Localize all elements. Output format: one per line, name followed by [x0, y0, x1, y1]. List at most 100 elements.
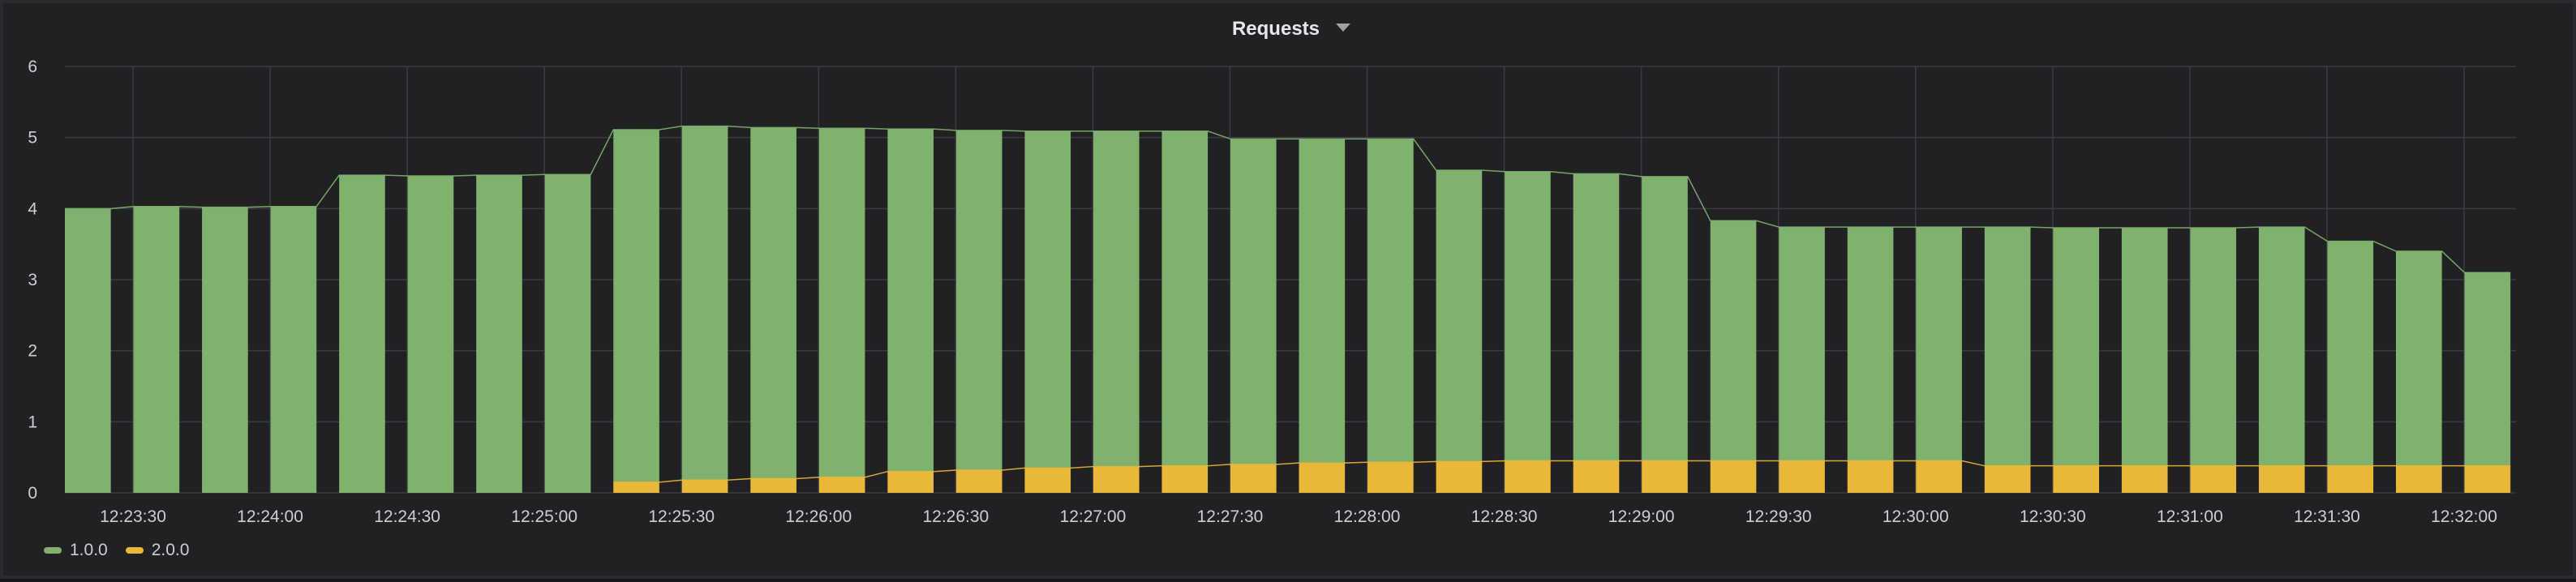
x-tick-label: 12:26:30 [922, 507, 989, 526]
bar-2-0-0 [613, 481, 659, 493]
x-tick-label: 12:29:30 [1745, 507, 1812, 526]
bar-2-0-0 [2464, 465, 2511, 493]
bar-2-0-0 [1984, 465, 2031, 493]
x-tick-label: 12:31:00 [2157, 507, 2223, 526]
bars [65, 126, 2511, 494]
legend-label: 1.0.0 [70, 541, 108, 559]
x-tick-label: 12:32:00 [2431, 507, 2497, 526]
bar-2-0-0 [1573, 460, 1620, 493]
bar-1-0-0 [750, 127, 796, 479]
y-tick-label: 1 [28, 413, 37, 431]
bar-2-0-0 [887, 471, 934, 493]
bar-2-0-0 [1436, 461, 1483, 493]
grid-lines [65, 66, 2516, 494]
panel-title[interactable]: Requests [1231, 18, 1320, 40]
bar-2-0-0 [1024, 468, 1071, 493]
bar-1-0-0 [133, 206, 180, 493]
bar-2-0-0 [955, 469, 1002, 493]
bar-1-0-0 [407, 176, 454, 494]
bar-2-0-0 [2190, 465, 2237, 493]
x-tick-label: 12:28:00 [1334, 507, 1401, 526]
legend-item-2-0-0[interactable]: 2.0.0 [125, 541, 190, 560]
bar-2-0-0 [2121, 465, 2168, 493]
bar-1-0-0 [1573, 173, 1620, 461]
bar-2-0-0 [1710, 460, 1757, 493]
bar-1-0-0 [1916, 227, 1962, 461]
panel-header[interactable]: Requests [3, 18, 2576, 50]
bar-1-0-0 [1093, 131, 1140, 467]
bar-1-0-0 [1367, 139, 1414, 463]
y-tick-label: 2 [28, 342, 37, 361]
bar-1-0-0 [1230, 139, 1277, 464]
bar-2-0-0 [1642, 460, 1688, 493]
bar-2-0-0 [2053, 465, 2099, 493]
bar-2-0-0 [1299, 463, 1346, 493]
bar-1-0-0 [1779, 227, 1825, 461]
bar-1-0-0 [1505, 171, 1551, 461]
x-tick-label: 12:30:00 [1883, 507, 1949, 526]
x-tick-label: 12:24:00 [237, 507, 303, 526]
legend-label: 2.0.0 [151, 541, 190, 559]
bar-2-0-0 [1505, 460, 1551, 493]
x-tick-label: 12:25:00 [511, 507, 577, 526]
y-tick-label: 0 [28, 484, 37, 503]
bar-1-0-0 [476, 175, 522, 493]
series-line-1-0-0 [65, 125, 2511, 273]
x-tick-label: 12:28:30 [1471, 507, 1538, 526]
legend-swatch [125, 547, 144, 554]
requests-chart: 0 1 2 3 4 5 6 12:23:30 12:24:00 12:24:30 12:25:00… [28, 58, 2516, 526]
x-tick-label: 12:27:30 [1197, 507, 1264, 526]
bar-2-0-0 [2396, 465, 2442, 493]
bar-1-0-0 [887, 129, 934, 472]
bar-1-0-0 [1161, 131, 1209, 466]
x-tick-label: 12:23:30 [100, 507, 166, 526]
bar-1-0-0 [2190, 228, 2237, 466]
y-tick-label: 4 [28, 199, 37, 218]
bar-2-0-0 [1779, 460, 1825, 493]
bar-1-0-0 [1984, 227, 2031, 466]
bar-1-0-0 [1710, 220, 1757, 461]
bar-1-0-0 [1436, 169, 1483, 462]
bar-1-0-0 [2121, 228, 2168, 466]
bar-2-0-0 [2258, 465, 2305, 493]
legend: 1.0.0 2.0.0 [44, 538, 189, 563]
x-tick-label: 12:29:00 [1608, 507, 1675, 526]
bar-2-0-0 [818, 477, 865, 493]
y-axis: 0 1 2 3 4 5 6 [28, 58, 37, 503]
bar-2-0-0 [1230, 464, 1277, 493]
legend-item-1-0-0[interactable]: 1.0.0 [44, 541, 108, 560]
bar-1-0-0 [1642, 176, 1688, 461]
x-tick-label: 12:31:30 [2294, 507, 2360, 526]
chevron-down-icon[interactable] [1336, 24, 1351, 32]
bar-1-0-0 [955, 130, 1002, 470]
x-tick-label: 12:30:30 [2020, 507, 2086, 526]
bar-1-0-0 [270, 206, 317, 493]
bar-1-0-0 [1847, 227, 1894, 461]
bar-1-0-0 [2464, 272, 2511, 466]
bar-1-0-0 [65, 208, 111, 493]
bar-1-0-0 [818, 128, 865, 477]
total-line [65, 125, 2511, 483]
bar-1-0-0 [2053, 228, 2099, 466]
bar-2-0-0 [2327, 465, 2374, 493]
bar-1-0-0 [1024, 131, 1071, 469]
bar-2-0-0 [1847, 460, 1894, 493]
bar-1-0-0 [2258, 227, 2305, 466]
x-tick-label: 12:24:30 [374, 507, 440, 526]
bar-2-0-0 [750, 478, 796, 493]
bar-1-0-0 [1299, 139, 1346, 464]
bar-2-0-0 [1916, 460, 1962, 493]
x-tick-label: 12:26:00 [785, 507, 852, 526]
bar-2-0-0 [1093, 466, 1140, 493]
x-tick-label: 12:25:30 [648, 507, 715, 526]
bar-1-0-0 [2327, 241, 2374, 466]
x-tick-label: 12:27:00 [1060, 507, 1127, 526]
y-tick-label: 5 [28, 129, 37, 148]
x-axis: 12:23:30 12:24:00 12:24:30 12:25:00 12:25:30… [100, 507, 2497, 526]
y-tick-label: 6 [28, 58, 37, 76]
bar-1-0-0 [202, 207, 248, 493]
bar-1-0-0 [339, 175, 385, 493]
bar-2-0-0 [1367, 462, 1414, 493]
bar-2-0-0 [681, 480, 728, 493]
